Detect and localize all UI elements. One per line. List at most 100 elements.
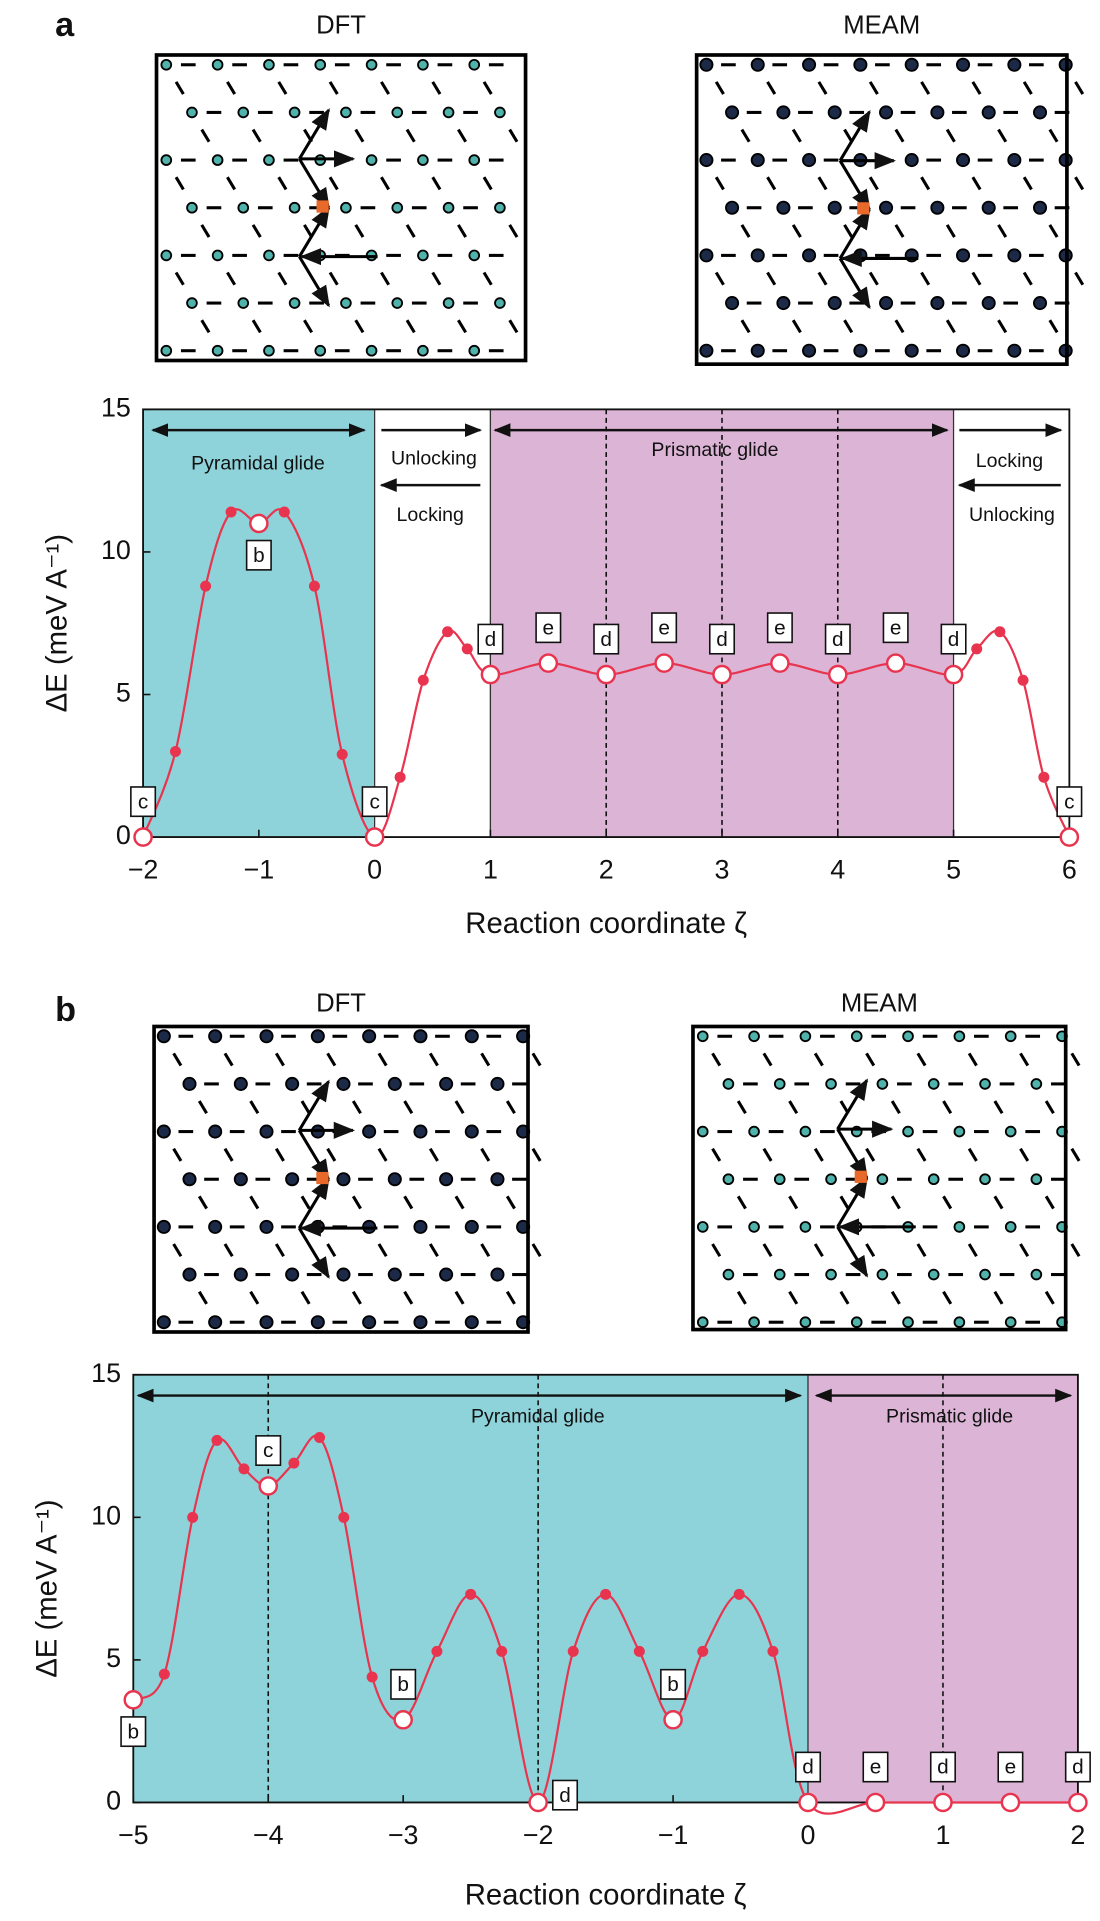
region xyxy=(132,1374,809,1804)
x-tick-label: −5 xyxy=(118,1820,149,1850)
bond xyxy=(328,81,339,95)
bond xyxy=(894,128,905,143)
bond xyxy=(843,224,854,238)
bond xyxy=(197,1290,208,1305)
state-point xyxy=(885,653,906,673)
displacement-arrow xyxy=(836,1176,869,1228)
intermediate-point xyxy=(767,1645,779,1657)
inset xyxy=(694,53,1085,366)
displacement-arrow xyxy=(297,1129,330,1182)
atom xyxy=(336,1267,351,1282)
bond xyxy=(200,319,211,334)
atom xyxy=(288,106,301,119)
atom xyxy=(927,1078,940,1090)
atom xyxy=(927,1268,940,1281)
state-label-box xyxy=(766,612,793,644)
annotation: Prismatic glide xyxy=(886,1406,1013,1428)
atom xyxy=(259,1124,274,1139)
x-tick-label: 3 xyxy=(715,854,730,884)
state-point xyxy=(828,664,848,685)
panel-letter: a xyxy=(55,6,75,44)
bond xyxy=(1048,128,1059,143)
state-label-box xyxy=(390,1668,417,1700)
y-tick-label: 5 xyxy=(116,678,131,708)
atom xyxy=(340,297,352,309)
state-point xyxy=(133,827,153,847)
bond xyxy=(480,1147,491,1162)
atom xyxy=(336,1172,351,1187)
displacement-arrow xyxy=(297,1177,330,1229)
bond xyxy=(711,1243,722,1258)
bond xyxy=(817,81,828,95)
atom xyxy=(699,248,714,263)
atom xyxy=(930,200,945,215)
bond xyxy=(916,1243,927,1258)
intermediate-point xyxy=(158,1668,170,1680)
bond xyxy=(354,319,365,334)
state-point xyxy=(480,664,501,685)
bond xyxy=(200,128,211,143)
atom xyxy=(953,1125,966,1138)
atom xyxy=(1030,1173,1043,1186)
displacement-arrow xyxy=(297,1079,330,1132)
annotation: Locking xyxy=(397,504,464,526)
bond xyxy=(277,176,288,191)
atom xyxy=(362,1315,377,1330)
annotation: Pyramidal glide xyxy=(191,453,325,475)
bond xyxy=(508,224,519,238)
x-tick-label: 4 xyxy=(830,854,845,884)
bond xyxy=(1074,271,1085,286)
region xyxy=(374,408,492,838)
bond xyxy=(351,1290,362,1305)
atom xyxy=(259,1315,274,1330)
bond xyxy=(736,1100,747,1115)
atom xyxy=(802,153,817,168)
atom xyxy=(237,106,250,119)
atom xyxy=(310,1029,325,1044)
state-point xyxy=(712,664,732,685)
state-label: e xyxy=(870,1756,882,1779)
intermediate-point xyxy=(465,1588,477,1600)
atom xyxy=(850,1316,863,1329)
atom xyxy=(981,105,996,120)
atom xyxy=(827,105,842,120)
state-point xyxy=(798,1792,818,1813)
atom xyxy=(1030,1268,1043,1281)
bond xyxy=(431,81,442,95)
bond xyxy=(762,1052,773,1067)
atom xyxy=(748,1221,760,1233)
bond xyxy=(711,1147,722,1162)
bond xyxy=(945,224,956,238)
atom xyxy=(825,1268,837,1281)
atom xyxy=(439,1267,454,1282)
bond xyxy=(403,1195,414,1210)
inset-frame xyxy=(691,1024,1068,1332)
atom xyxy=(750,57,765,72)
bond xyxy=(791,319,802,334)
bond xyxy=(736,1195,747,1210)
bond xyxy=(326,1147,337,1162)
atom xyxy=(953,1030,966,1043)
atom xyxy=(699,57,714,72)
bond xyxy=(791,224,802,238)
atom xyxy=(725,200,740,215)
atom xyxy=(902,1125,914,1138)
atom xyxy=(182,1267,197,1282)
atom xyxy=(1007,153,1022,168)
atom xyxy=(902,1316,914,1329)
inset-frame xyxy=(694,53,1069,366)
atom xyxy=(799,1316,812,1329)
bond xyxy=(200,224,211,238)
bond xyxy=(197,1195,208,1210)
y-tick-label: 10 xyxy=(101,535,131,565)
bond xyxy=(1074,81,1085,95)
atom xyxy=(211,344,224,357)
state-label-box xyxy=(824,623,851,655)
atom xyxy=(387,1172,402,1187)
intermediate-point xyxy=(288,1457,300,1469)
bond xyxy=(1022,271,1033,286)
x-tick-label: 0 xyxy=(367,854,382,884)
atom xyxy=(186,201,198,214)
bond xyxy=(480,1243,491,1258)
bond xyxy=(457,319,467,334)
